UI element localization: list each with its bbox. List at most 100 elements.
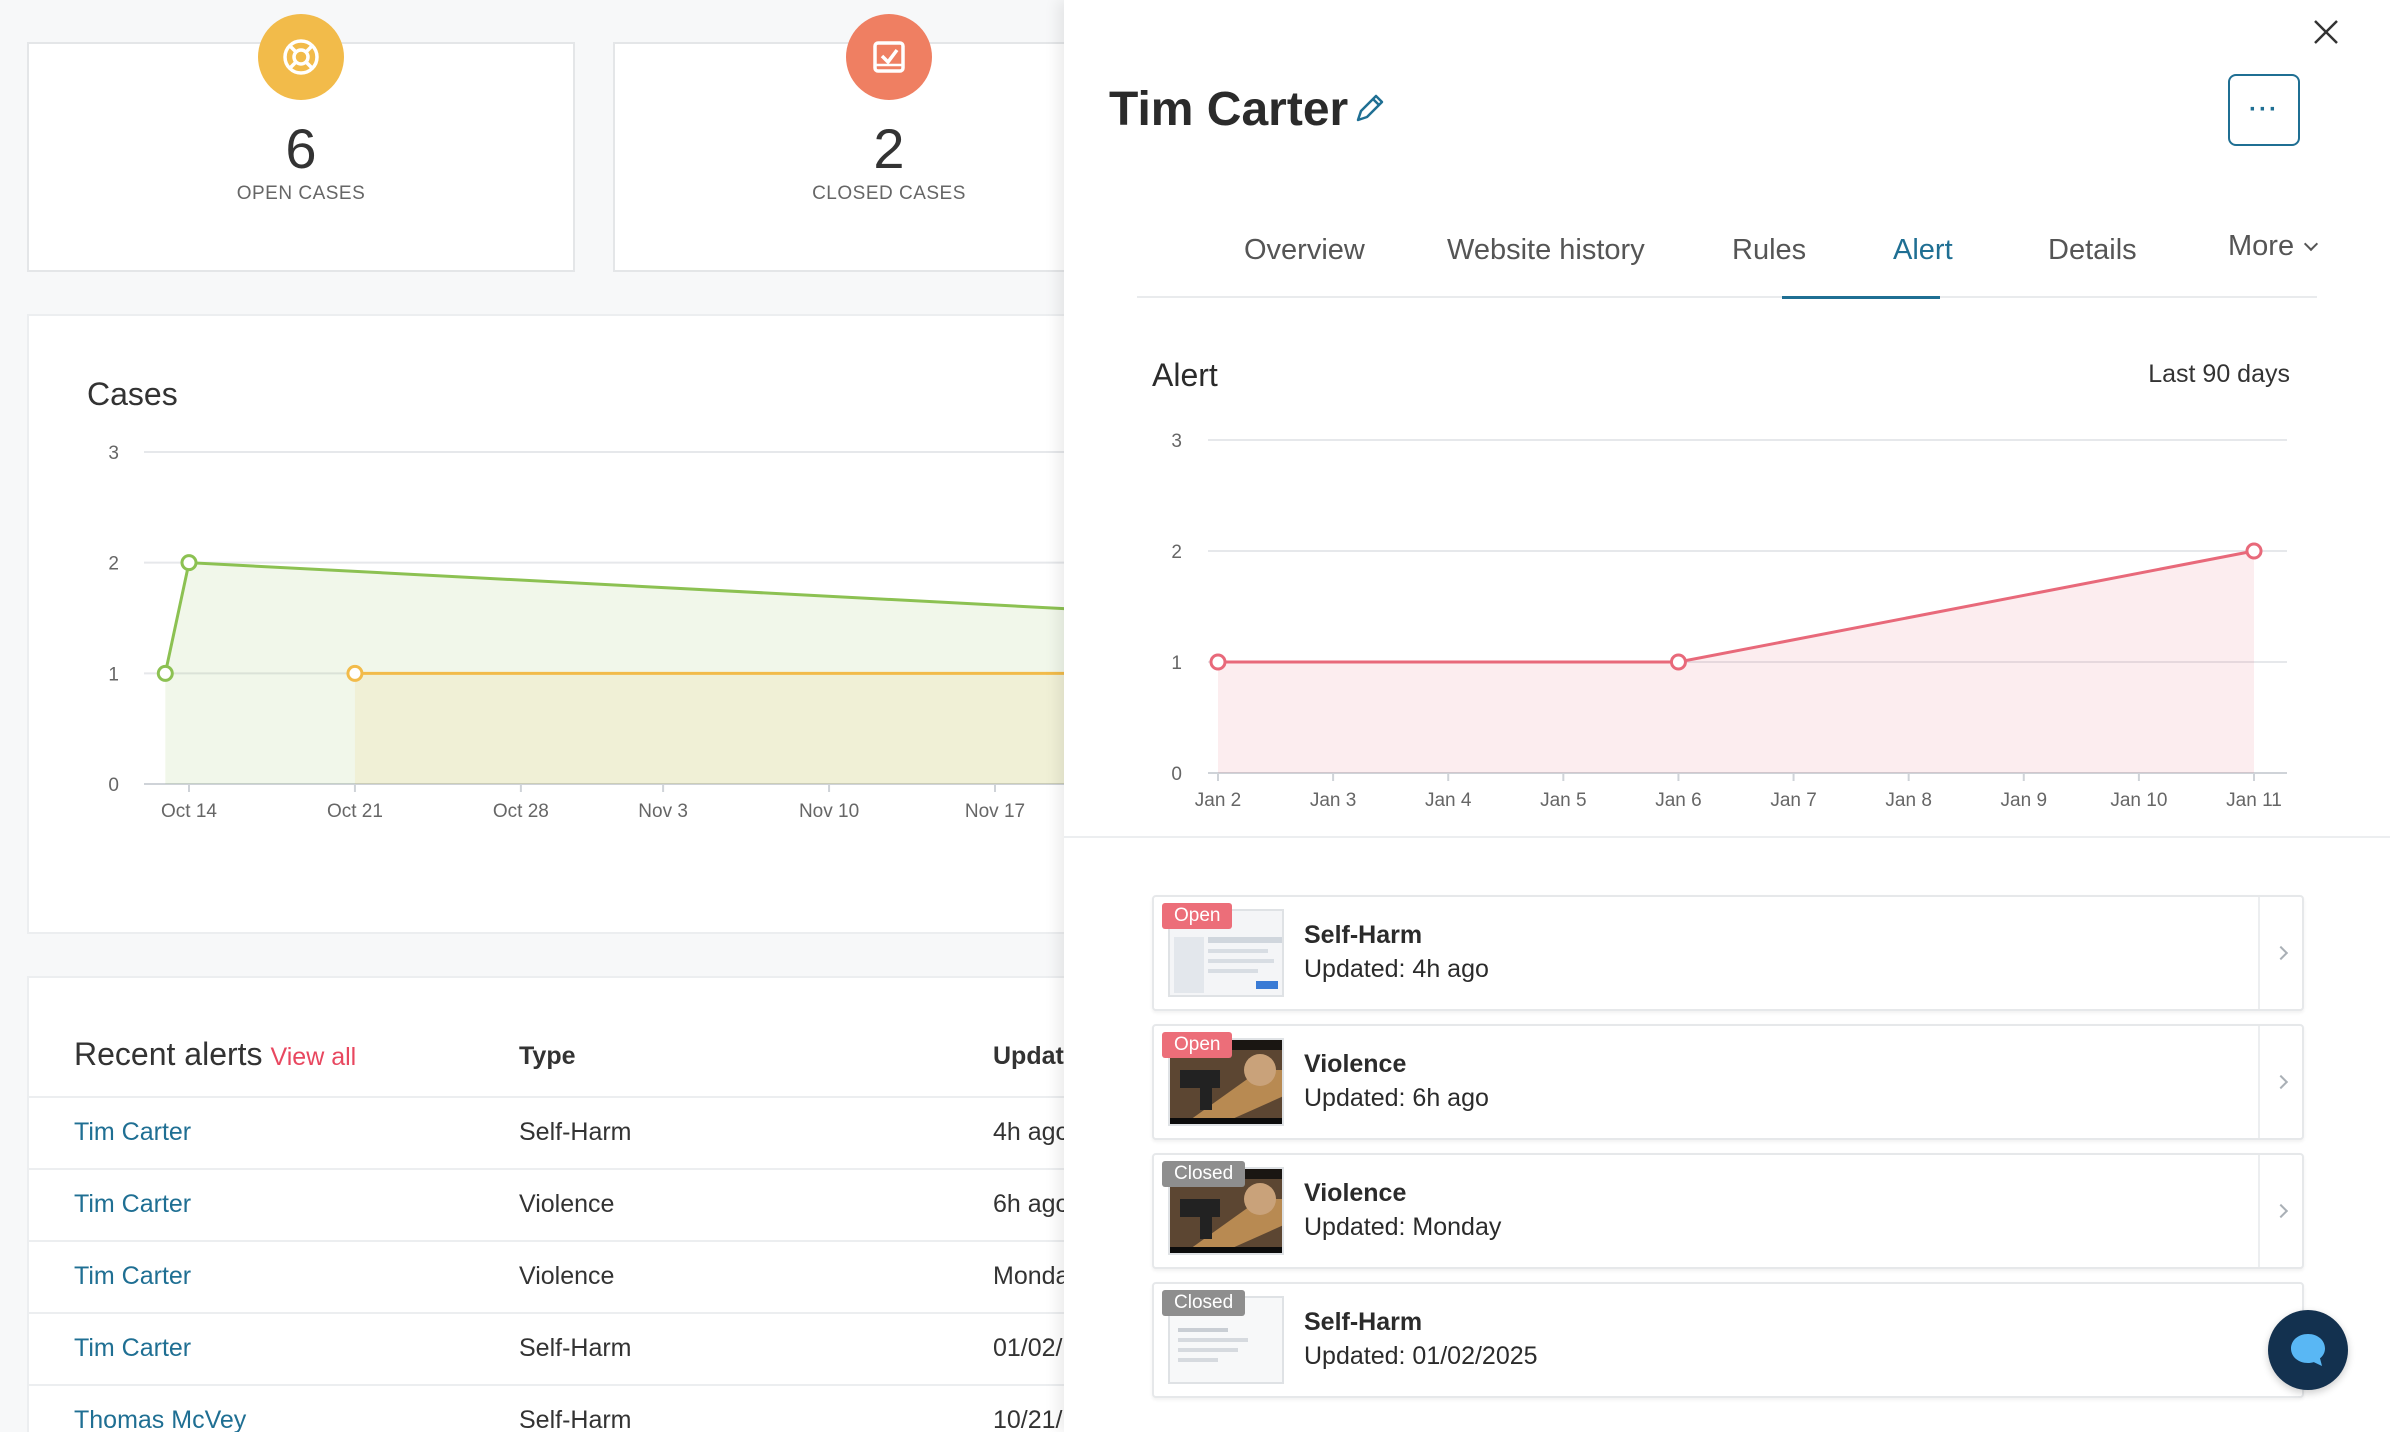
- chevron-right-icon[interactable]: [2258, 1026, 2302, 1138]
- alert-updated: 4h ago: [993, 1118, 1064, 1146]
- alert-name-link[interactable]: Tim Carter: [74, 1262, 192, 1290]
- recent-alerts-heading: Recent alerts View all: [74, 1036, 356, 1073]
- alert-item[interactable]: Closed Self-Harm Updated: 01/02/2025: [1152, 1282, 2304, 1398]
- data-point: [346, 664, 364, 682]
- y-tick-label: 3: [108, 443, 119, 464]
- alert-type: Self-Harm: [519, 1118, 632, 1146]
- x-tick-label: Oct 28: [493, 801, 549, 822]
- alert-chart: 0 1 2 3 Jan 2 Jan 3 Jan 4 Jan 5 Jan 6 Jan 7 Jan 8 J…: [1171, 431, 2287, 811]
- x-tick-label: Oct 21: [327, 801, 383, 822]
- alert-item-title: Violence: [1304, 1179, 1407, 1207]
- close-icon: [2314, 20, 2338, 44]
- open-cases-label: OPEN CASES: [236, 183, 366, 204]
- tab-overview[interactable]: Overview: [1244, 234, 1365, 266]
- alert-item[interactable]: Closed Violence Updated: Monday: [1152, 1153, 2304, 1269]
- x-tick-label: Jan 8: [1885, 790, 1931, 811]
- tab-rules[interactable]: Rules: [1732, 234, 1807, 266]
- data-point: [156, 664, 174, 682]
- alert-name-link[interactable]: Tim Carter: [74, 1190, 192, 1218]
- tab-website-history[interactable]: Website history: [1447, 234, 1645, 266]
- data-point: [2245, 542, 2263, 560]
- active-tab-indicator: [1782, 296, 1940, 299]
- alert-item-updated: Updated: 4h ago: [1304, 955, 1489, 983]
- closed-cases-card[interactable]: 2 CLOSED CASES: [613, 14, 1064, 272]
- x-tick-label: Jan 2: [1195, 790, 1241, 811]
- x-tick-label: Oct 14: [161, 801, 217, 822]
- alert-item[interactable]: Open Violence Updated: 6h ago: [1152, 1024, 2304, 1140]
- alert-item-updated: Updated: Monday: [1304, 1213, 1502, 1241]
- tab-details[interactable]: Details: [2048, 234, 2137, 266]
- x-tick-label: Jan 11: [2226, 790, 2282, 811]
- x-tick-label: Jan 6: [1655, 790, 1701, 811]
- x-tick-label: Nov 17: [965, 801, 1025, 822]
- chat-button[interactable]: [2268, 1310, 2348, 1390]
- alert-updated: 01/02/: [993, 1334, 1063, 1362]
- lifebuoy-icon: [258, 14, 344, 100]
- alert-type: Self-Harm: [519, 1406, 632, 1432]
- chevron-right-icon[interactable]: [2258, 897, 2302, 1009]
- cases-chart-card: Cases 0 1 2 3 Oct 14 Oct 21 Oct 28 Nov 3 Nov 10 N…: [27, 314, 1064, 934]
- y-tick-label: 0: [1171, 764, 1182, 785]
- divider: [1064, 836, 2390, 838]
- update-column-header[interactable]: Update: [993, 1042, 1064, 1070]
- table-row[interactable]: Tim Carter Violence Monday: [29, 1240, 1064, 1312]
- more-options-button[interactable]: ···: [2228, 74, 2300, 146]
- chevron-right-icon[interactable]: [2258, 1155, 2302, 1267]
- checked-inbox-icon: [846, 14, 932, 100]
- status-badge: Closed: [1162, 1161, 1246, 1187]
- alert-item[interactable]: Open Self-Harm Updated: 4h ago: [1152, 895, 2304, 1011]
- y-tick-label: 2: [1171, 542, 1182, 563]
- x-tick-label: Jan 5: [1540, 790, 1586, 811]
- alert-item-updated: Updated: 6h ago: [1304, 1084, 1489, 1112]
- type-column-header[interactable]: Type: [519, 1042, 576, 1070]
- closed-cases-label: CLOSED CASES: [812, 183, 966, 204]
- table-row[interactable]: Tim Carter Violence 6h ago: [29, 1168, 1064, 1240]
- recent-alerts-title: Recent alerts: [74, 1036, 263, 1072]
- photo-thumbnail: [1168, 1167, 1284, 1255]
- alert-name-link[interactable]: Tim Carter: [74, 1334, 192, 1362]
- x-tick-label: Nov 3: [638, 801, 688, 822]
- cases-chart-title: Cases: [87, 376, 178, 412]
- y-tick-label: 2: [108, 554, 119, 575]
- tab-more[interactable]: More: [2228, 230, 2319, 263]
- table-row[interactable]: Thomas McVey Self-Harm 10/21/: [29, 1384, 1064, 1432]
- y-tick-label: 3: [1171, 431, 1182, 452]
- alert-name-link[interactable]: Tim Carter: [74, 1118, 192, 1146]
- data-point: [180, 554, 198, 572]
- tab-more-label: More: [2228, 230, 2295, 262]
- data-point: [1209, 653, 1227, 671]
- alert-type: Self-Harm: [519, 1334, 632, 1362]
- x-tick-label: Jan 4: [1425, 790, 1472, 811]
- alert-item-updated: Updated: 01/02/2025: [1304, 1342, 1538, 1370]
- open-cases-card[interactable]: 6 OPEN CASES: [27, 14, 575, 272]
- alert-item-title: Self-Harm: [1304, 1308, 1423, 1336]
- panel-tabs: Overview Website history Rules Alert Det…: [1137, 220, 2319, 298]
- photo-thumbnail: [1168, 1038, 1284, 1126]
- status-badge: Closed: [1162, 1290, 1246, 1316]
- y-tick-label: 1: [108, 664, 119, 685]
- table-row[interactable]: Tim Carter Self-Harm 01/02/: [29, 1312, 1064, 1384]
- alert-name-link[interactable]: Thomas McVey: [74, 1406, 247, 1432]
- alert-type: Violence: [519, 1262, 615, 1290]
- alert-updated: Monday: [993, 1262, 1064, 1290]
- alert-item-title: Self-Harm: [1304, 921, 1423, 949]
- table-row[interactable]: Tim Carter Self-Harm 4h ago: [29, 1096, 1064, 1168]
- closed-cases-count: 2: [873, 117, 905, 180]
- alert-date-range[interactable]: Last 90 days: [2148, 360, 2290, 388]
- pencil-icon[interactable]: [1352, 90, 1388, 126]
- alert-chart-title: Alert: [1152, 357, 1218, 393]
- close-panel-button[interactable]: [2306, 12, 2346, 52]
- alert-type: Violence: [519, 1190, 615, 1218]
- x-tick-label: Jan 3: [1310, 790, 1356, 811]
- view-all-link[interactable]: View all: [270, 1043, 357, 1071]
- user-detail-panel: Tim Carter ··· Overview Website history …: [1064, 0, 2390, 1432]
- y-tick-label: 0: [108, 775, 119, 796]
- chat-bubble-icon: [2291, 1334, 2325, 1366]
- panel-title: Tim Carter: [1109, 83, 1349, 136]
- dashboard: 6 OPEN CASES 2 CLOSED CASES Cases 0 1 2 3 Oc…: [0, 0, 1064, 1432]
- tab-alert[interactable]: Alert: [1893, 234, 1953, 266]
- alert-updated: 6h ago: [993, 1190, 1064, 1218]
- x-tick-label: Jan 9: [2001, 790, 2047, 811]
- x-tick-label: Jan 7: [1770, 790, 1816, 811]
